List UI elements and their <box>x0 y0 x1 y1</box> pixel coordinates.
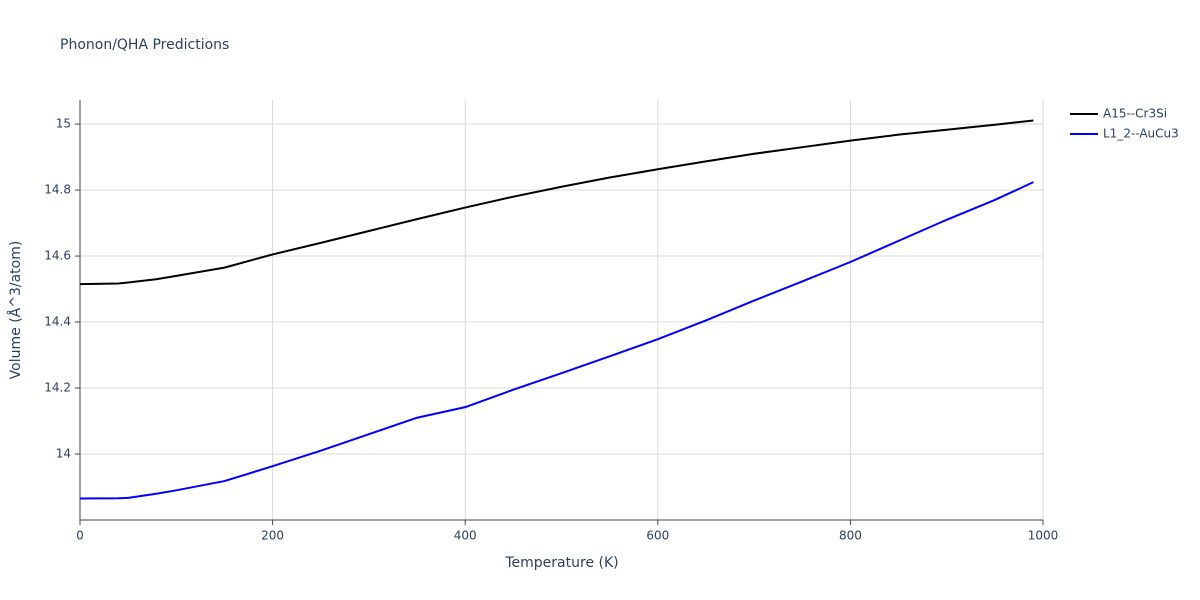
line <box>79 181 1034 500</box>
line <box>79 119 1034 286</box>
legend-label: L1_2--AuCu3 <box>1103 127 1179 141</box>
y-tick-label: 14.8 <box>44 183 71 197</box>
y-tick-label: 14.6 <box>44 249 71 263</box>
y-axis-title: Volume (Å^3/atom) <box>7 241 24 380</box>
x-tick-label: 0 <box>76 529 84 543</box>
x-tick-label: 800 <box>839 529 862 543</box>
y-tick-label: 14.4 <box>44 315 71 329</box>
x-tick-label: 200 <box>261 529 284 543</box>
y-tick-label: 15 <box>56 117 71 131</box>
legend-label: A15--Cr3Si <box>1103 107 1167 121</box>
chart-title: Phonon/QHA Predictions <box>60 37 229 53</box>
y-tick-label: 14 <box>56 447 71 461</box>
x-axis-title: Temperature (K) <box>504 555 618 571</box>
x-tick-label: 400 <box>454 529 477 543</box>
x-tick-label: 600 <box>646 529 669 543</box>
x-tick-label: 1000 <box>1028 529 1059 543</box>
y-tick-label: 14.2 <box>44 381 71 395</box>
